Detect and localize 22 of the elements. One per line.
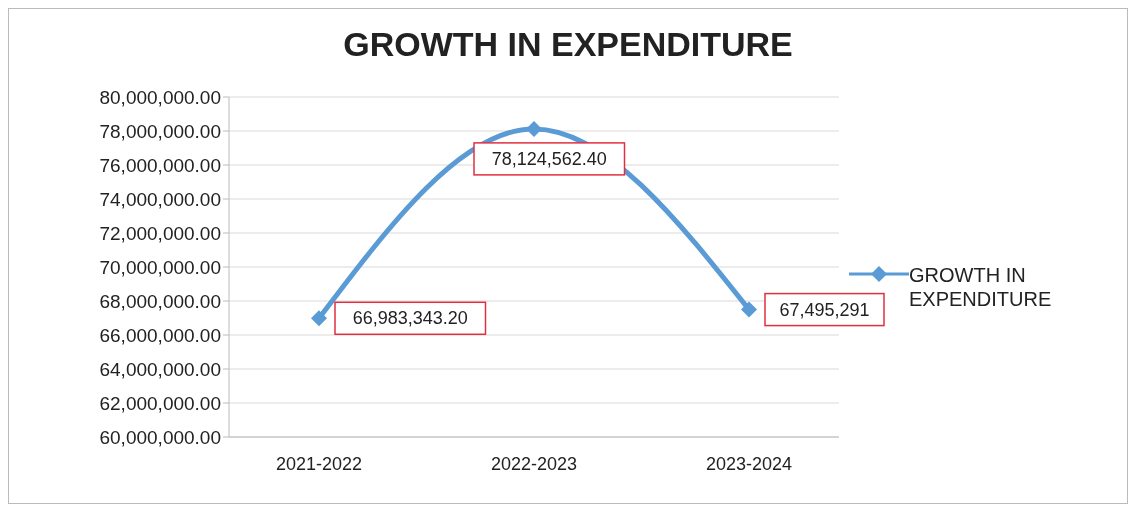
y-tick-label: 78,000,000.00: [99, 120, 221, 142]
x-tick-label: 2021-2022: [275, 453, 363, 474]
chart-title: GROWTH IN EXPENDITURE: [342, 24, 794, 65]
data-label: 78,124,562.40: [491, 148, 607, 169]
y-tick-label: 70,000,000.00: [99, 256, 221, 278]
data-label: 67,495,291: [779, 299, 870, 320]
point: [526, 120, 542, 137]
point: [741, 301, 757, 318]
y-tick-label: 72,000,000.00: [99, 222, 221, 244]
x-tick-label: 2022-2023: [490, 453, 578, 474]
legend-label: GROWTH IN EXPENDITURE: [909, 263, 1053, 311]
y-tick-label: 80,000,000.00: [99, 86, 221, 108]
y-tick-label: 74,000,000.00: [99, 188, 221, 210]
y-tick-label: 68,000,000.00: [99, 290, 221, 312]
y-tick-label: 64,000,000.00: [99, 358, 221, 380]
y-tick-label: 60,000,000.00: [99, 426, 221, 448]
point: [311, 310, 327, 327]
data-label: 66,983,343.20: [352, 308, 468, 329]
y-tick-label: 62,000,000.00: [99, 392, 221, 414]
y-tick-label: 76,000,000.00: [99, 154, 221, 176]
x-tick-label: 2023-2024: [705, 453, 793, 474]
y-tick-label: 66,000,000.00: [99, 324, 221, 346]
